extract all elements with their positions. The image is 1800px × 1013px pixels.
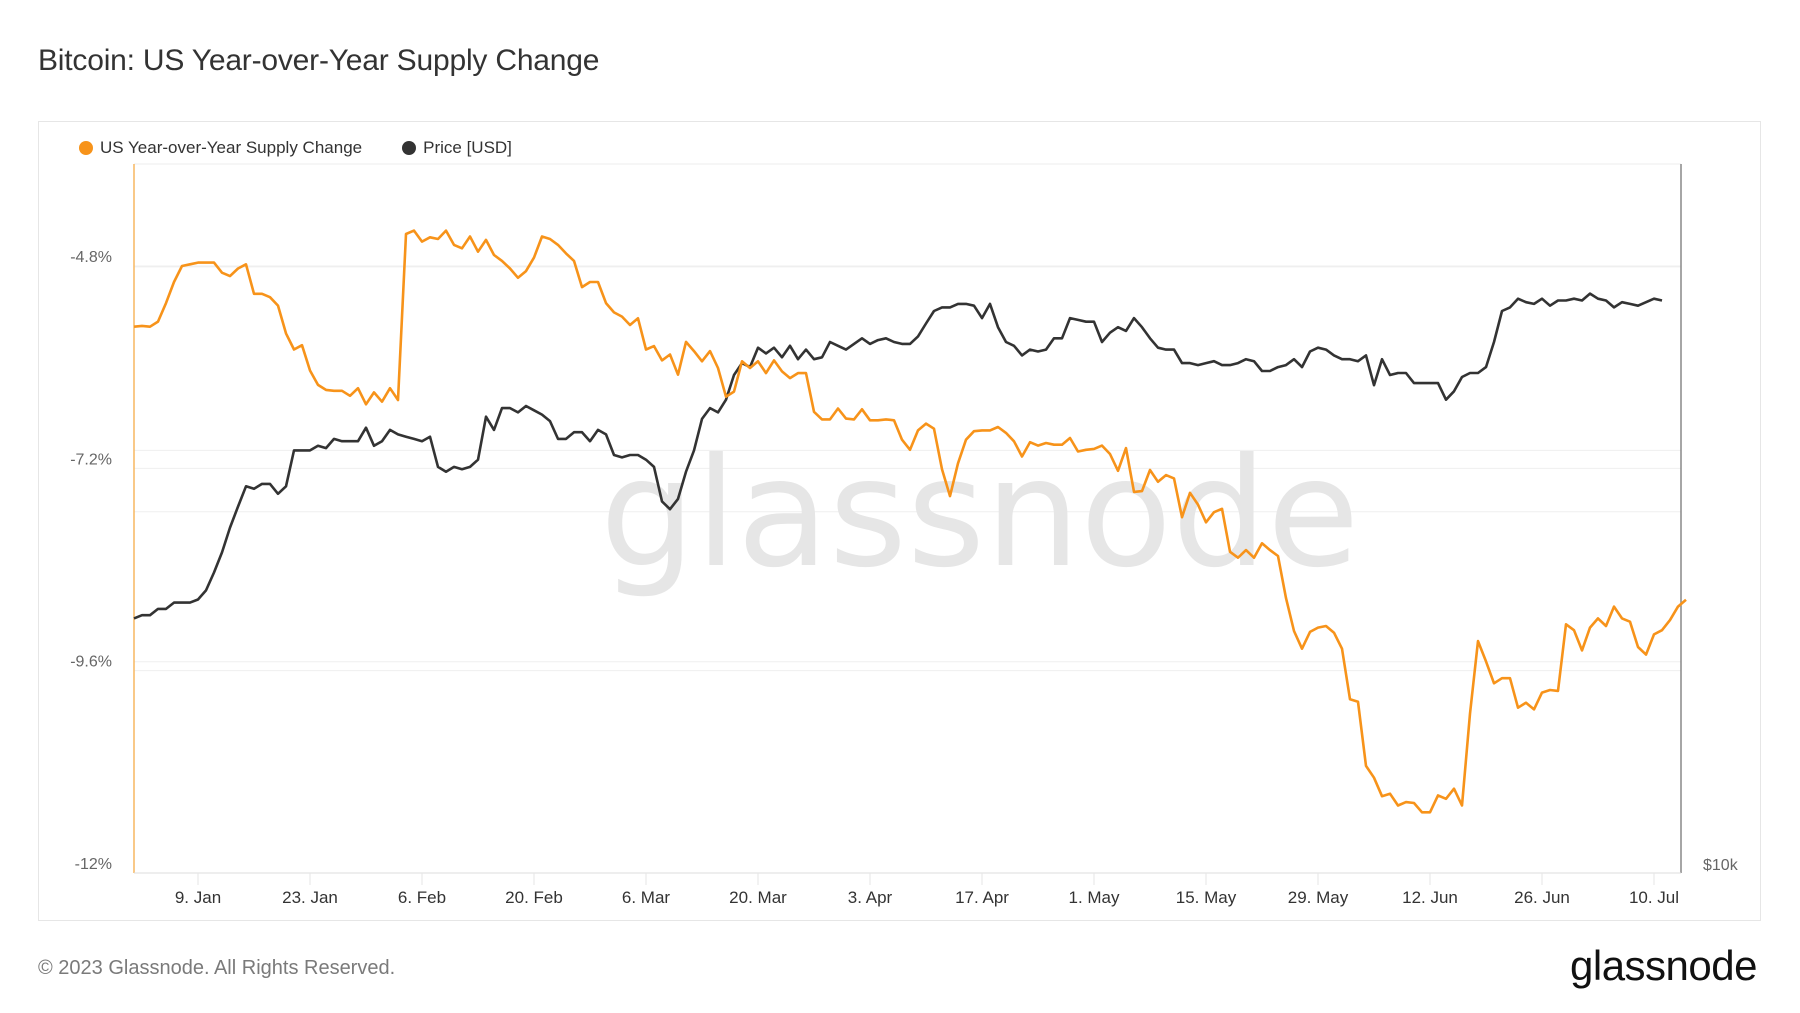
x-axis-tick-label: 6. Mar [622,888,671,907]
orange-dot-icon [79,141,93,155]
x-axis-tick-label: 6. Feb [398,888,446,907]
y-axis-left-labels: -4.8% -7.2% -9.6% -12% [70,249,112,873]
chart-container [38,121,1761,921]
page-title: Bitcoin: US Year-over-Year Supply Change [38,44,600,77]
gridlines [134,265,1681,672]
legend-label: US Year-over-Year Supply Change [100,138,363,157]
x-axis-tick-label: 1. May [1068,888,1120,907]
legend-label: Price [USD] [423,138,512,157]
x-axis-tick-label: 10. Jul [1629,888,1679,907]
x-axis-tick-label: 17. Apr [955,888,1009,907]
x-axis-tick-label: 9. Jan [175,888,221,907]
y-axis-left-tick-label: -7.2% [70,451,112,468]
y-axis-right-tick-label: $10k [1703,857,1739,874]
y-axis-left-tick-label: -4.8% [70,249,112,266]
watermark-text: glassnode [600,427,1359,601]
x-axis-tick-label: 26. Jun [1514,888,1570,907]
x-axis-tick-label: 29. May [1288,888,1349,907]
legend-item-supply-change[interactable]: US Year-over-Year Supply Change [79,138,362,158]
price-line [133,292,1663,620]
y-axis-left-tick-label: -9.6% [70,654,112,671]
x-axis-tick-label: 20. Mar [729,888,787,907]
supply-change-line [133,229,1687,814]
legend-item-price[interactable]: Price [USD] [402,138,512,158]
y-axis-right-labels: $10k [1703,857,1739,874]
x-axis-tick-label: 12. Jun [1402,888,1458,907]
copyright-footer: © 2023 Glassnode. All Rights Reserved. [38,957,396,979]
x-axis-ticks: 9. Jan 23. Jan 6. Feb 20. Feb 6. Mar 20. Mar 3… [175,873,1679,907]
x-axis-tick-label: 3. Apr [848,888,893,907]
chart-legend: US Year-over-Year Supply Change Price [U… [79,138,552,158]
black-dot-icon [402,141,417,155]
y-axis-left-tick-label: -12% [75,856,112,873]
x-axis-tick-label: 20. Feb [505,888,563,907]
x-axis-tick-label: 15. May [1176,888,1237,907]
glassnode-logo: glassnode [1570,942,1757,989]
x-axis-tick-label: 23. Jan [282,888,338,907]
